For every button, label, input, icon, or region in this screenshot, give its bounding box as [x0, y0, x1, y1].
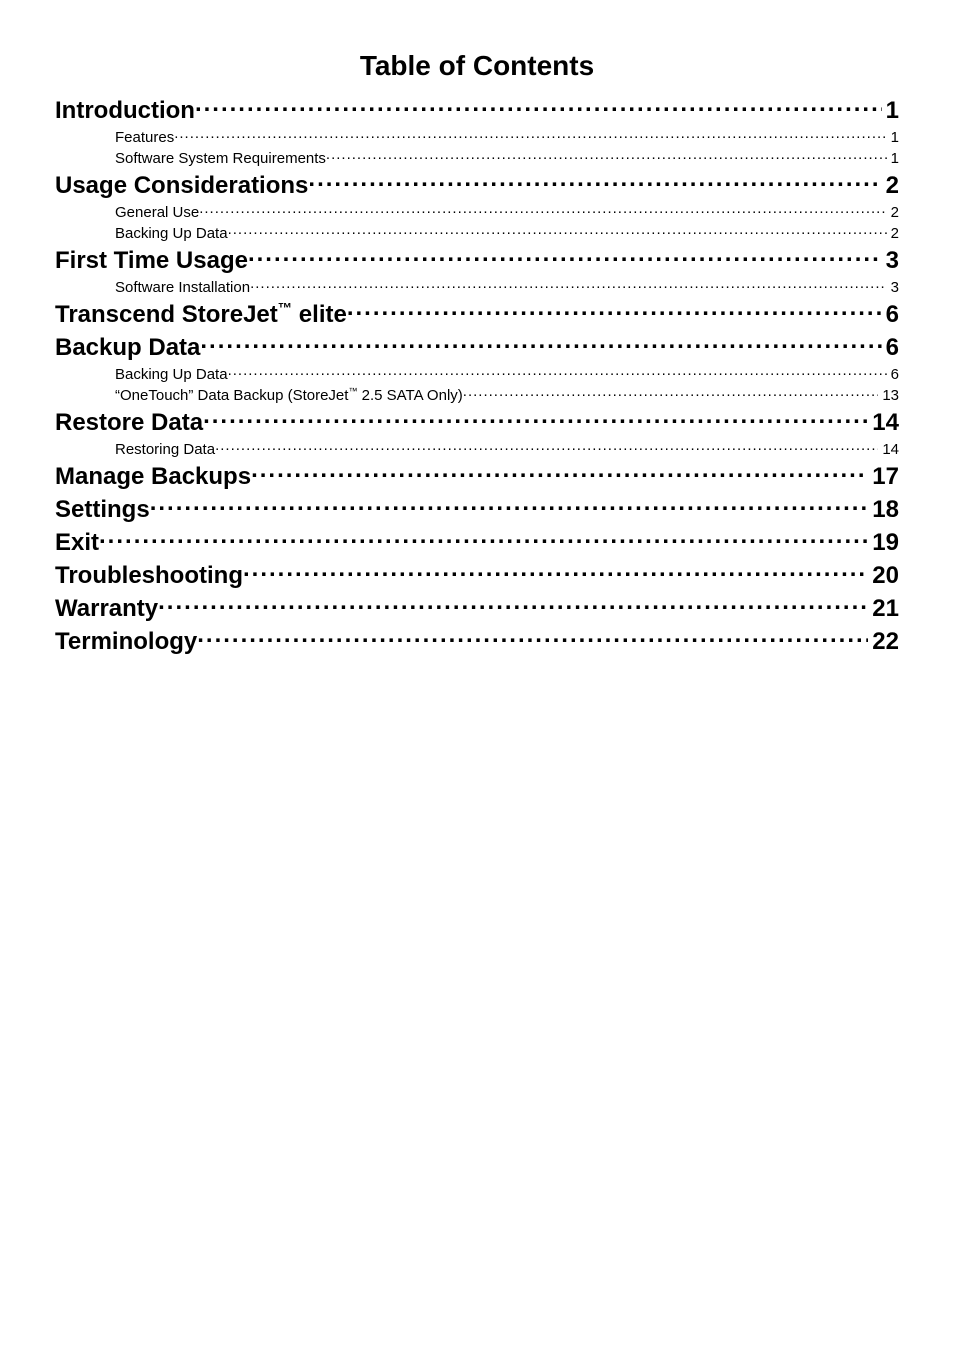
page-title: Table of Contents — [55, 50, 899, 82]
toc-entry[interactable]: Software System Requirements 1 — [115, 148, 899, 167]
toc-entry[interactable]: Usage Considerations 2 — [55, 169, 899, 200]
toc-leader-dots — [463, 385, 879, 400]
toc-leader-dots — [158, 592, 868, 616]
toc-entry-page: 2 — [887, 225, 899, 242]
toc-entry-label: General Use — [115, 204, 199, 221]
toc-entry-page: 13 — [878, 387, 899, 404]
toc-entry-page: 3 — [882, 247, 899, 275]
toc-leader-dots — [200, 331, 881, 355]
toc-leader-dots — [150, 493, 869, 517]
trademark-symbol: ™ — [278, 301, 292, 317]
toc-leader-dots — [251, 460, 868, 484]
toc-entry-label: Features — [115, 129, 174, 146]
toc-leader-dots — [243, 559, 868, 583]
toc-entry-label: Backing Up Data — [115, 225, 228, 242]
toc-entry[interactable]: Troubleshooting 20 — [55, 559, 899, 590]
toc-entry-page: 2 — [882, 172, 899, 200]
toc-entry-label: Terminology — [55, 628, 197, 656]
toc-entry-page: 6 — [882, 334, 899, 362]
toc-entry-page: 3 — [887, 279, 899, 296]
toc-leader-dots — [195, 94, 882, 118]
toc-entry-page: 1 — [882, 97, 899, 125]
toc-leader-dots — [250, 277, 887, 292]
toc-leader-dots — [197, 625, 868, 649]
toc-entry[interactable]: Restoring Data 14 — [115, 439, 899, 458]
toc-entry-label: Manage Backups — [55, 463, 251, 491]
toc-entry-label: Transcend StoreJet™ elite — [55, 301, 347, 329]
toc-entry[interactable]: Terminology 22 — [55, 625, 899, 656]
toc-entry-label: Software Installation — [115, 279, 250, 296]
toc-entry-page: 6 — [887, 366, 899, 383]
toc-entry-label: Software System Requirements — [115, 150, 326, 167]
toc-entry-page: 2 — [887, 204, 899, 221]
toc-entry[interactable]: General Use 2 — [115, 202, 899, 221]
toc-entry-label: Settings — [55, 496, 150, 524]
toc-leader-dots — [308, 169, 881, 193]
toc-entry[interactable]: Introduction 1 — [55, 94, 899, 125]
toc-entry-page: 19 — [868, 529, 899, 557]
toc-entry[interactable]: Manage Backups 17 — [55, 460, 899, 491]
toc-entry-page: 20 — [868, 562, 899, 590]
toc-entry[interactable]: Exit 19 — [55, 526, 899, 557]
toc-entry[interactable]: “OneTouch” Data Backup (StoreJet™ 2.5 SA… — [115, 385, 899, 404]
toc-entry-label: Restoring Data — [115, 441, 215, 458]
toc-entry-page: 14 — [878, 441, 899, 458]
toc-entry-page: 6 — [882, 301, 899, 329]
toc-entry[interactable]: Features 1 — [115, 127, 899, 146]
toc-entry[interactable]: First Time Usage 3 — [55, 244, 899, 275]
toc-entry-label: Restore Data — [55, 409, 203, 437]
toc-leader-dots — [99, 526, 868, 550]
toc-entry-label: Warranty — [55, 595, 158, 623]
toc-entry-label: Backing Up Data — [115, 366, 228, 383]
toc-entry-page: 1 — [887, 129, 899, 146]
toc-entry[interactable]: Backing Up Data 6 — [115, 364, 899, 383]
toc-entry-label-post: elite — [292, 301, 347, 328]
toc-entry[interactable]: Settings 18 — [55, 493, 899, 524]
toc-entry[interactable]: Software Installation 3 — [115, 277, 899, 296]
toc-entry-page: 17 — [868, 463, 899, 491]
toc-entry-page: 22 — [868, 628, 899, 656]
toc-leader-dots — [215, 439, 878, 454]
toc-entry-page: 21 — [868, 595, 899, 623]
toc-entry-label: Troubleshooting — [55, 562, 243, 590]
table-of-contents: Introduction 1Features 1Software System … — [55, 94, 899, 656]
toc-entry-label: Exit — [55, 529, 99, 557]
toc-entry-label: “OneTouch” Data Backup (StoreJet™ 2.5 SA… — [115, 386, 463, 404]
toc-entry-page: 18 — [868, 496, 899, 524]
toc-entry-label: Usage Considerations — [55, 172, 308, 200]
toc-entry[interactable]: Backup Data 6 — [55, 331, 899, 362]
toc-leader-dots — [347, 298, 882, 322]
toc-entry-label-pre: “OneTouch” Data Backup (StoreJet — [115, 387, 348, 404]
toc-leader-dots — [203, 406, 868, 430]
toc-entry[interactable]: Backing Up Data 2 — [115, 223, 899, 242]
toc-leader-dots — [248, 244, 882, 268]
toc-leader-dots — [174, 127, 886, 142]
toc-entry-label: First Time Usage — [55, 247, 248, 275]
toc-entry[interactable]: Restore Data 14 — [55, 406, 899, 437]
toc-entry-label-post: 2.5 SATA Only) — [357, 387, 462, 404]
toc-leader-dots — [228, 223, 887, 238]
toc-entry-label: Backup Data — [55, 334, 200, 362]
document-page: Table of Contents Introduction 1Features… — [0, 0, 954, 1351]
toc-entry[interactable]: Transcend StoreJet™ elite 6 — [55, 298, 899, 329]
toc-entry-label: Introduction — [55, 97, 195, 125]
toc-leader-dots — [228, 364, 887, 379]
toc-leader-dots — [199, 202, 886, 217]
toc-entry-page: 14 — [868, 409, 899, 437]
toc-entry[interactable]: Warranty 21 — [55, 592, 899, 623]
toc-leader-dots — [326, 148, 887, 163]
toc-entry-page: 1 — [887, 150, 899, 167]
toc-entry-label-pre: Transcend StoreJet — [55, 301, 278, 328]
